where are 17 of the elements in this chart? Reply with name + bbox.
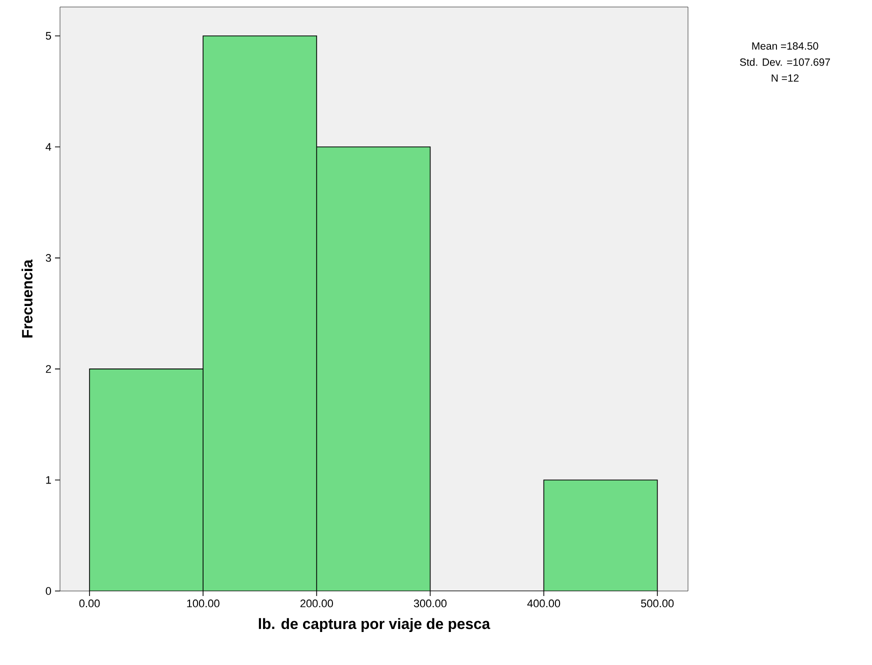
y-tick-label: 4 <box>46 143 52 151</box>
text: N =12 <box>772 74 799 82</box>
y-tick-label: 1 <box>46 476 51 484</box>
x-tick-label: 200.00 <box>300 600 333 608</box>
x-tick-label: 100.00 <box>187 600 220 608</box>
y-tick-label: 3 <box>46 254 51 262</box>
y-tick-label: 5 <box>46 32 52 40</box>
y-axis-title: Frecuencia <box>22 259 33 338</box>
x-tick-label: 0.00 <box>79 600 100 608</box>
x-tick-label: 500.00 <box>641 600 674 608</box>
text: Mean =184.50 <box>752 42 818 50</box>
y-tick-label: 0 <box>46 587 52 595</box>
x-tick-label: 400.00 <box>527 600 560 608</box>
y-tick-label: 2 <box>46 365 51 373</box>
x-axis-title: lb. de captura por viaje de pesca <box>258 618 490 632</box>
x-tick-label: 300.00 <box>414 600 447 608</box>
text: Std. Dev. =107.697 <box>740 58 830 66</box>
